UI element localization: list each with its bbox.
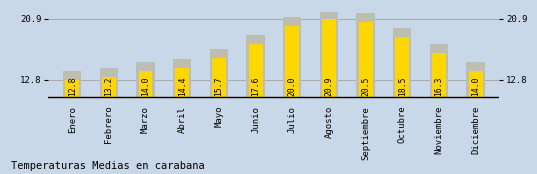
Bar — [469, 71, 483, 97]
Bar — [65, 80, 79, 97]
Text: 20.0: 20.0 — [288, 76, 297, 96]
Bar — [359, 22, 373, 97]
Text: 20.5: 20.5 — [361, 76, 370, 96]
Bar — [322, 19, 336, 97]
Text: Temperaturas Medias en carabana: Temperaturas Medias en carabana — [11, 161, 205, 171]
Bar — [395, 37, 409, 97]
Bar — [283, 17, 301, 97]
Text: 17.6: 17.6 — [251, 76, 260, 96]
Bar — [212, 58, 226, 97]
Bar — [249, 44, 263, 97]
Text: 12.8: 12.8 — [68, 76, 77, 96]
Bar — [467, 62, 485, 97]
Bar — [175, 68, 189, 97]
Bar — [100, 68, 118, 97]
Bar — [136, 62, 155, 97]
Bar — [357, 13, 375, 97]
Text: 18.5: 18.5 — [398, 76, 407, 96]
Bar — [139, 71, 153, 97]
Text: 13.2: 13.2 — [104, 76, 113, 96]
Text: 14.4: 14.4 — [178, 76, 187, 96]
Bar — [209, 49, 228, 97]
Bar — [432, 53, 446, 97]
Bar — [320, 10, 338, 97]
Bar — [430, 44, 448, 97]
Bar — [393, 28, 411, 97]
Text: 20.9: 20.9 — [324, 76, 333, 96]
Bar — [102, 77, 116, 97]
Text: 15.7: 15.7 — [214, 76, 223, 96]
Text: 14.0: 14.0 — [141, 76, 150, 96]
Text: 14.0: 14.0 — [471, 76, 480, 96]
Bar — [173, 59, 191, 97]
Bar — [285, 26, 299, 97]
Bar — [63, 71, 81, 97]
Bar — [246, 35, 265, 97]
Text: 16.3: 16.3 — [434, 76, 444, 96]
